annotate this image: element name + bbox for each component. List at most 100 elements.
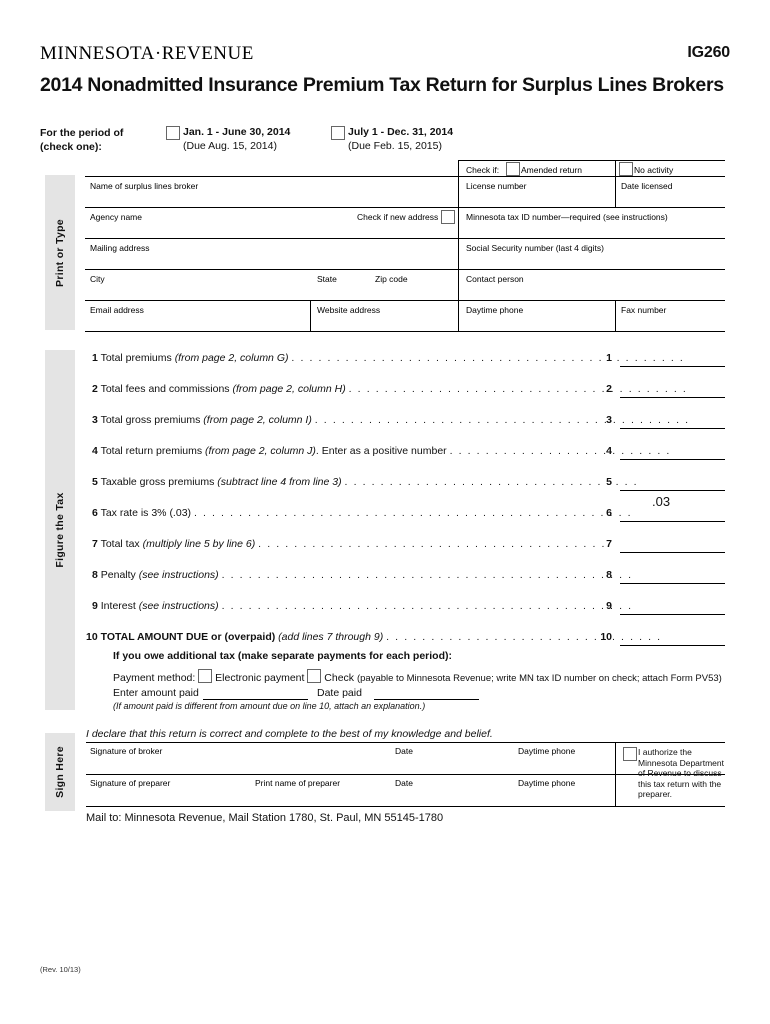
payment-method-row: Payment method: Electronic payment Check… [113, 669, 722, 684]
answer-line [620, 521, 725, 522]
authorize-preparer-checkbox[interactable] [623, 747, 637, 761]
answer-line[interactable] [620, 614, 725, 615]
line-text: Total fees and commissions [100, 383, 233, 395]
field-label-website: Website address [317, 305, 381, 315]
line-number-right: 2 [606, 383, 612, 395]
grid-divider [615, 160, 616, 207]
preparer-date-label: Date [395, 778, 413, 788]
line-italic: (from page 2, column H) [232, 383, 346, 395]
line-text: Total tax [100, 538, 143, 550]
line-italic: (from page 2, column I) [203, 414, 312, 426]
field-label-mn-tax-id: Minnesota tax ID number—required (see in… [466, 212, 668, 222]
new-address-checkbox[interactable] [441, 210, 455, 224]
field-label-date-licensed: Date licensed [621, 181, 673, 191]
line-italic: (multiply line 5 by line 6) [142, 538, 256, 550]
sign-rule [86, 806, 725, 807]
line-number-right: 8 [606, 569, 612, 581]
leader-dots: . . . . . . . . . . . . . . . . . . . . … [449, 445, 671, 457]
line-number-right: 3 [606, 414, 612, 426]
line-text: Total gross premiums [100, 414, 204, 426]
date-paid-input[interactable] [374, 699, 479, 700]
line-number-right: 5 [606, 476, 612, 488]
line-text: Total return premiums [100, 445, 206, 457]
answer-line[interactable] [620, 459, 725, 460]
leader-dots: . . . . . . . . . . . . . . . . . . . . … [291, 352, 685, 364]
line-text: Taxable gross premiums [100, 476, 218, 488]
answer-line[interactable] [620, 552, 725, 553]
amended-return-checkbox[interactable] [506, 162, 520, 176]
figure-the-tax-sidebar: Figure the Tax [45, 350, 75, 710]
amount-paid-input[interactable] [203, 699, 308, 700]
answer-line[interactable] [620, 583, 725, 584]
field-label-city: City [90, 274, 105, 284]
period-checkbox-second-half[interactable] [331, 126, 345, 140]
page-title: 2014 Nonadmitted Insurance Premium Tax R… [40, 74, 724, 96]
electronic-payment-label: Electronic payment [215, 672, 305, 684]
answer-line[interactable] [620, 645, 725, 646]
answer-line[interactable] [620, 366, 725, 367]
line-text: Total premiums [100, 352, 175, 364]
field-label-ssn: Social Security number (last 4 digits) [466, 243, 604, 253]
answer-line[interactable] [620, 397, 725, 398]
leader-dots: . . . . . . . . . . . . . . . . . . . . … [258, 538, 606, 550]
date-paid-label: Date paid [317, 687, 362, 699]
revision-text: (Rev. 10/13) [40, 965, 81, 974]
line-number-right: 4 [606, 445, 612, 457]
field-label-zip: Zip code [375, 274, 408, 284]
answer-line[interactable] [620, 428, 725, 429]
broker-phone-label: Daytime phone [518, 746, 576, 756]
line-number: 2 [92, 383, 98, 395]
check-payment-checkbox[interactable] [307, 669, 322, 683]
line-tail: . Enter as a positive number [315, 445, 447, 457]
preparer-print-name-label: Print name of preparer [255, 778, 341, 788]
payment-heading-text: If you owe additional tax (make separate… [113, 650, 453, 662]
line-number: 3 [92, 414, 98, 426]
no-activity-checkbox[interactable] [619, 162, 633, 176]
line-italic: (see instructions) [138, 569, 219, 581]
authorize-preparer-label: I authorize the Minnesota Department of … [638, 747, 724, 799]
answer-line[interactable] [620, 490, 725, 491]
period-label-line2: (check one): [40, 141, 102, 153]
field-label-new-address: Check if new address [357, 212, 439, 222]
sign-divider [615, 742, 616, 806]
period-label-line1: For the period of [40, 127, 124, 139]
line-text: Penalty [100, 569, 139, 581]
grid-rule [85, 300, 725, 301]
period-option-title: Jan. 1 - June 30, 2014 [183, 126, 291, 138]
field-label-fax-number: Fax number [621, 305, 667, 315]
no-activity-label: No activity [634, 165, 674, 175]
check-payment-note: (payable to Minnesota Revenue; write MN … [356, 673, 722, 684]
field-label-mailing-address: Mailing address [90, 243, 150, 253]
leader-dots: . . . . . . . . . . . . . . . . . . . . … [386, 631, 662, 643]
grid-rule [85, 331, 725, 332]
grid-divider [615, 300, 616, 331]
tax-rate-value: .03 [652, 494, 671, 509]
figure-the-tax-label: Figure the Tax [54, 492, 66, 568]
payment-heading: If you owe additional tax (make separate… [113, 650, 452, 662]
line-item: 7 Total tax (multiply line 5 by line 6) … [92, 538, 606, 550]
electronic-payment-checkbox[interactable] [198, 669, 213, 683]
leader-dots: . . . . . . . . . . . . . . . . . . . . … [314, 414, 690, 426]
line-number-right: 10 [600, 631, 612, 643]
grid-rule [85, 176, 725, 177]
amount-paid-label: Enter amount paid [113, 687, 199, 699]
declaration-text: I declare that this return is correct an… [86, 728, 493, 740]
sign-here-sidebar: Sign Here [45, 733, 75, 811]
period-checkbox-first-half[interactable] [166, 126, 180, 140]
signature-of-broker-label: Signature of broker [90, 746, 163, 756]
line-number: 9 [92, 600, 98, 612]
broker-date-label: Date [395, 746, 413, 756]
line-item: 8 Penalty (see instructions) . . . . . .… [92, 569, 633, 581]
period-option-second-half: July 1 - Dec. 31, 2014 (Due Feb. 15, 201… [348, 126, 453, 152]
leader-dots: . . . . . . . . . . . . . . . . . . . . … [344, 476, 639, 488]
line-item: 2 Total fees and commissions (from page … [92, 383, 687, 395]
line-item: 10 TOTAL AMOUNT DUE or (overpaid) (add l… [86, 631, 662, 643]
line-item: 9 Interest (see instructions) . . . . . … [92, 600, 633, 612]
period-option-first-half: Jan. 1 - June 30, 2014 (Due Aug. 15, 201… [183, 126, 290, 152]
grid-rule [85, 238, 725, 239]
line-italic: (subtract line 4 from line 3) [217, 476, 342, 488]
field-label-agency-name: Agency name [90, 212, 142, 222]
sign-here-label: Sign Here [54, 746, 66, 798]
field-label-state: State [317, 274, 337, 284]
